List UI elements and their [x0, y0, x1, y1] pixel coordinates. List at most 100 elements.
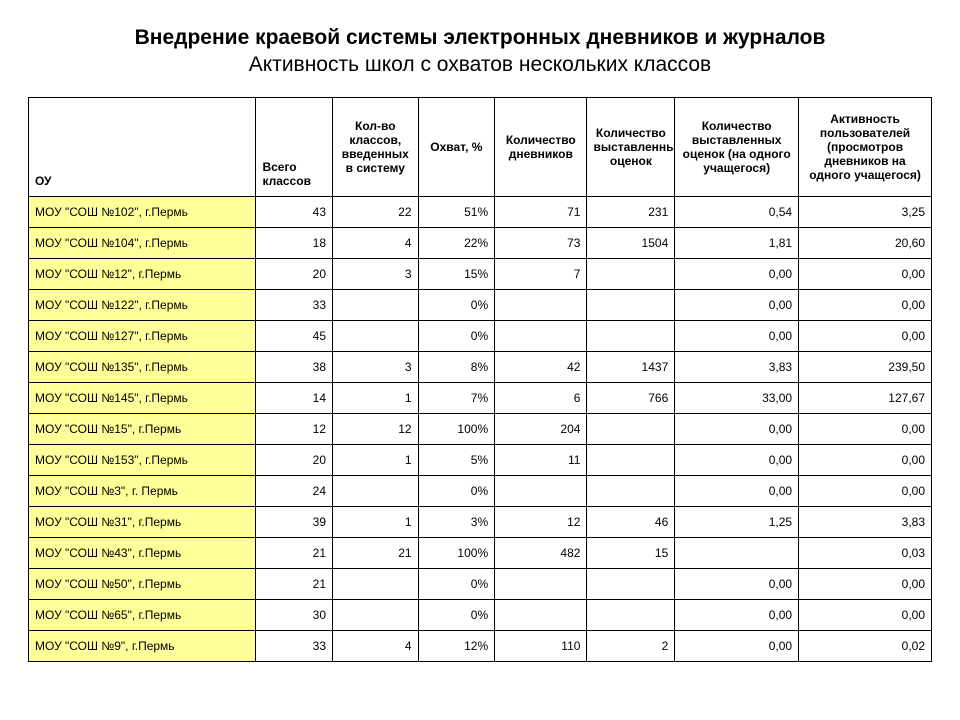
- cell-value: 0,00: [675, 289, 799, 320]
- cell-value: 7: [495, 258, 587, 289]
- cell-value: 1,81: [675, 227, 799, 258]
- cell-value: 0,54: [675, 196, 799, 227]
- cell-value: 0%: [418, 475, 495, 506]
- col-header-marks: Количество выставленных оценок: [587, 97, 675, 196]
- cell-value: 43: [256, 196, 333, 227]
- table-row: МОУ "СОШ №9", г.Пермь33412%11020,000,02: [29, 630, 932, 661]
- cell-value: 2: [587, 630, 675, 661]
- cell-value: 12: [256, 413, 333, 444]
- col-header-entered: Кол-во классов, введенных в систему: [333, 97, 419, 196]
- table-row: МОУ "СОШ №65", г.Пермь300%0,000,00: [29, 599, 932, 630]
- cell-value: 5%: [418, 444, 495, 475]
- cell-value: 38: [256, 351, 333, 382]
- cell-value: 0,00: [799, 320, 932, 351]
- table-row: МОУ "СОШ №102", г.Пермь432251%712310,543…: [29, 196, 932, 227]
- cell-school: МОУ "СОШ №31", г.Пермь: [29, 506, 256, 537]
- cell-value: 42: [495, 351, 587, 382]
- cell-school: МОУ "СОШ №145", г.Пермь: [29, 382, 256, 413]
- cell-value: [587, 320, 675, 351]
- cell-value: 127,67: [799, 382, 932, 413]
- cell-value: 4: [333, 630, 419, 661]
- cell-value: 21: [256, 537, 333, 568]
- cell-school: МОУ "СОШ №50", г.Пермь: [29, 568, 256, 599]
- cell-value: 0%: [418, 599, 495, 630]
- cell-value: 12%: [418, 630, 495, 661]
- table-row: МОУ "СОШ №122", г.Пермь330%0,000,00: [29, 289, 932, 320]
- cell-value: 0,00: [799, 475, 932, 506]
- table-row: МОУ "СОШ №50", г.Пермь210%0,000,00: [29, 568, 932, 599]
- cell-value: 100%: [418, 537, 495, 568]
- col-header-activity: Активность пользователей (просмотров дне…: [799, 97, 932, 196]
- cell-value: 71: [495, 196, 587, 227]
- cell-value: 0,00: [675, 320, 799, 351]
- cell-value: 20: [256, 258, 333, 289]
- cell-value: 3,83: [799, 506, 932, 537]
- table-row: МОУ "СОШ №15", г.Пермь1212100%2040,000,0…: [29, 413, 932, 444]
- cell-value: 3: [333, 258, 419, 289]
- cell-value: 46: [587, 506, 675, 537]
- cell-value: 33: [256, 289, 333, 320]
- cell-value: 51%: [418, 196, 495, 227]
- cell-value: 14: [256, 382, 333, 413]
- cell-value: 21: [256, 568, 333, 599]
- cell-value: 73: [495, 227, 587, 258]
- cell-value: [495, 475, 587, 506]
- cell-value: 0%: [418, 320, 495, 351]
- cell-value: 12: [333, 413, 419, 444]
- cell-value: 3,25: [799, 196, 932, 227]
- cell-value: 0,00: [675, 444, 799, 475]
- cell-value: [495, 320, 587, 351]
- cell-value: 1504: [587, 227, 675, 258]
- cell-value: 3,83: [675, 351, 799, 382]
- cell-value: 1: [333, 506, 419, 537]
- cell-value: 231: [587, 196, 675, 227]
- table-row: МОУ "СОШ №3", г. Пермь240%0,000,00: [29, 475, 932, 506]
- cell-value: 0,00: [799, 258, 932, 289]
- cell-value: 15: [587, 537, 675, 568]
- cell-school: МОУ "СОШ №43", г.Пермь: [29, 537, 256, 568]
- col-header-total: Всего классов: [256, 97, 333, 196]
- cell-school: МОУ "СОШ №12", г.Пермь: [29, 258, 256, 289]
- cell-value: 239,50: [799, 351, 932, 382]
- cell-value: [333, 475, 419, 506]
- page-title: Внедрение краевой системы электронных дн…: [28, 24, 932, 79]
- cell-value: 21: [333, 537, 419, 568]
- cell-value: [587, 258, 675, 289]
- col-header-ou: ОУ: [29, 97, 256, 196]
- cell-school: МОУ "СОШ №127", г.Пермь: [29, 320, 256, 351]
- cell-value: 482: [495, 537, 587, 568]
- cell-value: 0,00: [799, 599, 932, 630]
- table-row: МОУ "СОШ №145", г.Пермь1417%676633,00127…: [29, 382, 932, 413]
- cell-value: 0,00: [675, 475, 799, 506]
- title-line-2: Активность школ с охватов нескольких кла…: [249, 53, 711, 76]
- cell-value: 33,00: [675, 382, 799, 413]
- cell-value: 100%: [418, 413, 495, 444]
- cell-value: 15%: [418, 258, 495, 289]
- cell-value: 1: [333, 444, 419, 475]
- cell-school: МОУ "СОШ №65", г.Пермь: [29, 599, 256, 630]
- table-row: МОУ "СОШ №153", г.Пермь2015%110,000,00: [29, 444, 932, 475]
- cell-value: 0%: [418, 568, 495, 599]
- table-row: МОУ "СОШ №104", г.Пермь18422%7315041,812…: [29, 227, 932, 258]
- cell-value: 4: [333, 227, 419, 258]
- cell-value: [333, 320, 419, 351]
- col-header-diaries: Количество дневников: [495, 97, 587, 196]
- cell-value: 0%: [418, 289, 495, 320]
- cell-value: [587, 568, 675, 599]
- cell-value: 1: [333, 382, 419, 413]
- cell-value: [587, 413, 675, 444]
- cell-value: 18: [256, 227, 333, 258]
- cell-value: 22: [333, 196, 419, 227]
- cell-value: 1437: [587, 351, 675, 382]
- cell-school: МОУ "СОШ №104", г.Пермь: [29, 227, 256, 258]
- cell-school: МОУ "СОШ №15", г.Пермь: [29, 413, 256, 444]
- table-body: МОУ "СОШ №102", г.Пермь432251%712310,543…: [29, 196, 932, 661]
- cell-value: 0,00: [799, 289, 932, 320]
- cell-value: 204: [495, 413, 587, 444]
- table-row: МОУ "СОШ №127", г.Пермь450%0,000,00: [29, 320, 932, 351]
- cell-value: 110: [495, 630, 587, 661]
- cell-value: [333, 599, 419, 630]
- title-line-1: Внедрение краевой системы электронных дн…: [135, 26, 826, 49]
- cell-value: 11: [495, 444, 587, 475]
- cell-value: 766: [587, 382, 675, 413]
